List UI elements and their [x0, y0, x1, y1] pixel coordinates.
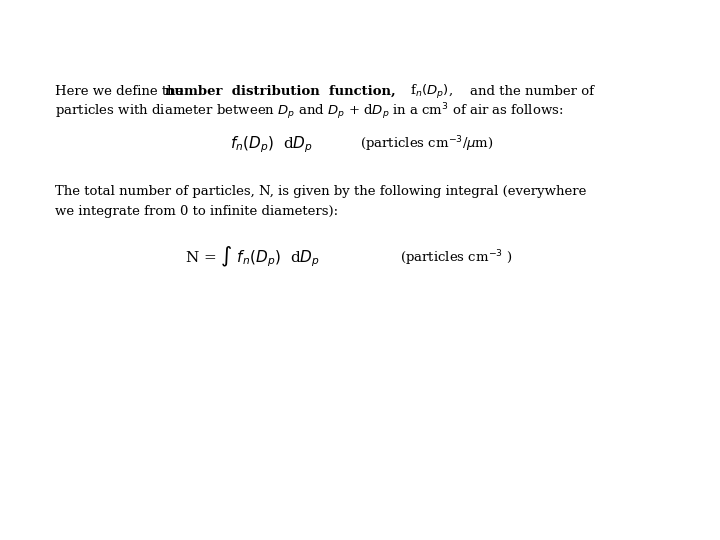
Text: (particles cm$^{-3}$/$\mu$m): (particles cm$^{-3}$/$\mu$m) [360, 134, 494, 154]
Text: (particles cm$^{-3}$ ): (particles cm$^{-3}$ ) [400, 248, 513, 268]
Text: and the number of: and the number of [470, 85, 594, 98]
Text: $\mathregular{f}_n(D_p)$,: $\mathregular{f}_n(D_p)$, [410, 83, 453, 101]
Text: The total number of particles, N, is given by the following integral (everywhere: The total number of particles, N, is giv… [55, 185, 586, 198]
Text: N = $\int$ $f_n(D_p)$  d$D_p$: N = $\int$ $f_n(D_p)$ d$D_p$ [185, 244, 320, 269]
Text: particles with diameter between $D_p$ and $D_p$ + d$D_p$ in a cm$^3$ of air as f: particles with diameter between $D_p$ an… [55, 101, 564, 122]
Text: $f_n(D_p)$  d$D_p$: $f_n(D_p)$ d$D_p$ [230, 134, 313, 154]
Text: number  distribution  function,: number distribution function, [165, 85, 395, 98]
Text: Here we define the: Here we define the [55, 85, 188, 98]
Text: we integrate from 0 to infinite diameters):: we integrate from 0 to infinite diameter… [55, 205, 338, 218]
